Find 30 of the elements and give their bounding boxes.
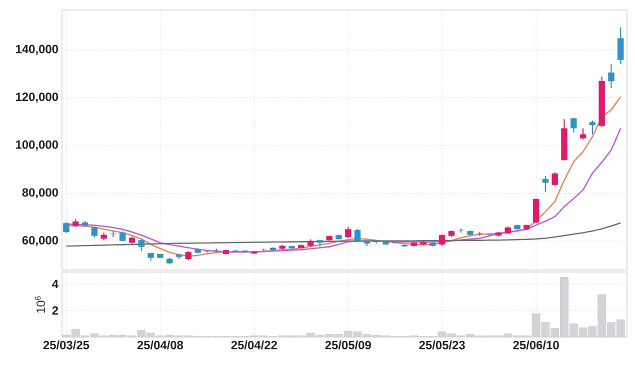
candlestick <box>110 230 116 238</box>
x-tick-label: 25/03/25 <box>43 340 90 350</box>
y-tick-label: 140,000 <box>16 44 58 55</box>
candlestick <box>345 226 352 239</box>
x-tick-label: 25/04/08 <box>137 340 184 350</box>
y-tick-label: 2 <box>52 306 58 315</box>
candlestick <box>438 234 446 246</box>
candlestick <box>63 221 70 234</box>
candlestick <box>608 64 614 89</box>
candlestick <box>138 238 144 252</box>
candlestick <box>532 198 540 224</box>
x-tick-label: 25/04/22 <box>231 340 277 350</box>
x-tick-label: 25/06/10 <box>513 340 559 350</box>
y-tick-label: 60,000 <box>22 236 58 246</box>
candlestick <box>91 226 98 238</box>
x-tick-label: 25/05/09 <box>325 340 371 350</box>
candlestick <box>542 176 549 192</box>
y-tick-label: 4 <box>52 280 58 288</box>
y-axis-title: 10$^{6}$ <box>34 296 45 313</box>
y-tick-label: 100,000 <box>16 140 58 151</box>
candlestick <box>580 128 586 140</box>
candlestick <box>354 228 361 242</box>
candlestick <box>570 117 577 133</box>
x-tick-label: 25/05/23 <box>419 340 465 350</box>
candlestick <box>618 26 624 65</box>
y-tick-label: 120,000 <box>16 92 58 103</box>
candlestick <box>185 250 192 261</box>
y-tick-label: 80,000 <box>22 188 58 198</box>
candlestick <box>589 120 596 135</box>
candlestick <box>552 172 558 186</box>
